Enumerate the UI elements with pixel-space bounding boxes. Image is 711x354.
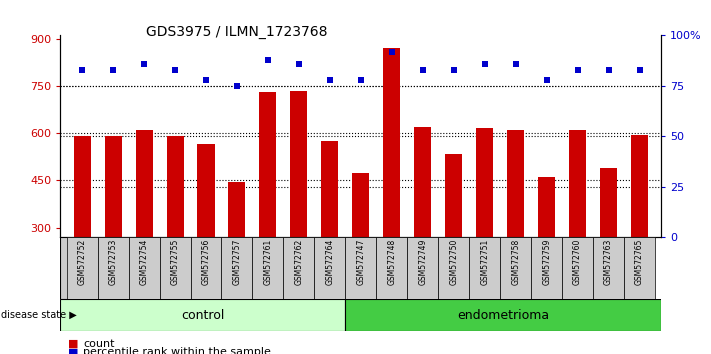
Bar [321,141,338,322]
Text: ■: ■ [68,347,78,354]
Bar [136,130,153,322]
Bar [562,237,593,299]
Point [139,61,150,67]
Bar [383,48,400,322]
Text: GSM572747: GSM572747 [356,239,365,285]
Bar [228,182,245,322]
Text: GSM572758: GSM572758 [511,239,520,285]
Point [231,83,242,89]
Bar [407,237,438,299]
Text: ■: ■ [68,339,78,349]
Bar [159,237,191,299]
Bar [353,172,369,322]
Bar [166,136,183,322]
Text: GSM572748: GSM572748 [387,239,396,285]
Bar [221,237,252,299]
Point [572,67,583,73]
Text: GSM572753: GSM572753 [109,239,117,285]
Text: GSM572751: GSM572751 [480,239,489,285]
Text: GSM572761: GSM572761 [264,239,272,285]
Point [510,61,521,67]
Text: GSM572765: GSM572765 [635,239,644,285]
Bar [476,129,493,322]
Bar [67,237,97,299]
Bar [469,237,501,299]
Point [107,67,119,73]
Bar [191,237,221,299]
Point [417,67,429,73]
Point [169,67,181,73]
Text: percentile rank within the sample: percentile rank within the sample [83,347,271,354]
Point [293,61,304,67]
Bar [507,130,524,322]
Text: endometrioma: endometrioma [457,309,550,321]
Text: count: count [83,339,114,349]
Bar [290,91,307,322]
Bar [593,237,624,299]
Bar [631,135,648,322]
Bar [501,237,531,299]
Text: GSM572755: GSM572755 [171,239,179,285]
Bar [129,237,159,299]
Bar [260,92,277,322]
Bar [252,237,284,299]
Bar [624,237,655,299]
Text: control: control [181,309,225,321]
Bar [346,299,661,331]
Point [448,67,459,73]
Point [324,77,336,82]
Bar [538,177,555,322]
Bar [314,237,346,299]
Text: GSM572752: GSM572752 [77,239,87,285]
Text: GSM572759: GSM572759 [542,239,551,285]
Bar [415,127,432,322]
Point [603,67,614,73]
Point [76,67,87,73]
Bar [438,237,469,299]
Text: GSM572750: GSM572750 [449,239,458,285]
Bar [97,237,129,299]
Text: GSM572764: GSM572764 [326,239,334,285]
Point [386,49,397,55]
Point [355,77,367,82]
Text: GSM572757: GSM572757 [232,239,242,285]
Text: GSM572762: GSM572762 [294,239,304,285]
Bar [198,144,215,322]
Text: GDS3975 / ILMN_1723768: GDS3975 / ILMN_1723768 [146,25,327,39]
Bar [600,168,617,322]
Point [201,77,212,82]
Text: disease state ▶: disease state ▶ [1,310,77,320]
Bar [531,237,562,299]
Bar [376,237,407,299]
Bar [569,130,586,322]
Bar [346,237,376,299]
Bar [60,299,346,331]
Point [479,61,491,67]
Text: GSM572754: GSM572754 [139,239,149,285]
Text: GSM572763: GSM572763 [604,239,613,285]
Point [634,67,646,73]
Point [541,77,552,82]
Text: GSM572749: GSM572749 [418,239,427,285]
Bar [284,237,314,299]
Bar [105,136,122,322]
Text: GSM572756: GSM572756 [201,239,210,285]
Text: GSM572760: GSM572760 [573,239,582,285]
Point [262,57,274,62]
Bar [445,154,462,322]
Bar [74,136,90,322]
